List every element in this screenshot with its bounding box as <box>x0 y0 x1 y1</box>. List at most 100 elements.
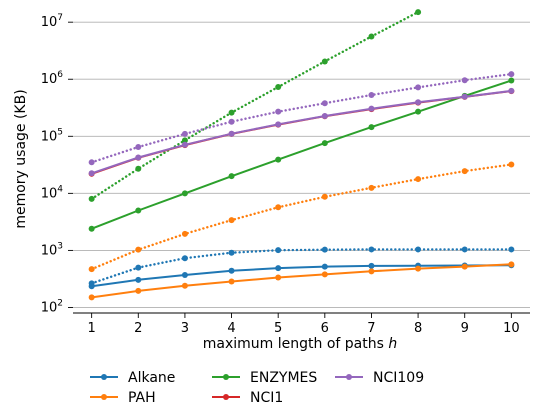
data-point-pah-solid <box>275 274 282 281</box>
data-point-alkane-solid <box>275 265 282 272</box>
data-point-pah-solid <box>228 278 235 285</box>
data-point-enzymes-solid <box>135 207 142 214</box>
data-point-nci109-solid <box>135 154 142 161</box>
data-point-enzymes-solid <box>181 190 188 197</box>
data-point-nci109-solid <box>88 170 95 177</box>
data-point-nci109-dotted <box>321 100 328 107</box>
data-point-enzymes-solid <box>415 108 422 115</box>
legend: Alkane PAH ENZYMES NCI1 NCI109 <box>90 370 424 406</box>
data-point-nci109-dotted <box>275 108 282 115</box>
data-point-nci109-dotted <box>135 143 142 150</box>
data-point-nci109-dotted <box>228 118 235 125</box>
data-point-alkane-solid <box>135 276 142 283</box>
data-point-enzymes-solid <box>228 173 235 180</box>
data-point-pah-dotted <box>368 184 375 191</box>
legend-item-alkane: Alkane <box>90 370 175 386</box>
data-point-pah-dotted <box>508 161 515 168</box>
legend-item-enzymes: ENZYMES <box>212 370 317 386</box>
data-point-alkane-dotted <box>415 246 422 253</box>
data-point-nci109-dotted <box>461 77 468 84</box>
data-point-pah-dotted <box>228 217 235 224</box>
legend-label: ENZYMES <box>250 370 317 386</box>
y-tick-label: 104 <box>41 184 64 201</box>
legend-label: NCI1 <box>250 390 283 406</box>
data-point-pah-dotted <box>461 168 468 175</box>
data-point-enzymes-solid <box>275 156 282 163</box>
y-tick-label: 102 <box>41 298 63 315</box>
data-point-alkane-dotted <box>508 246 515 253</box>
data-point-enzymes-dotted <box>275 84 282 91</box>
data-point-pah-dotted <box>275 204 282 211</box>
x-tick-label: 10 <box>503 321 520 336</box>
series-line-enzymes-solid <box>91 79 512 230</box>
x-axis-label: maximum length of paths h <box>203 336 397 352</box>
data-point-nci109-dotted <box>368 91 375 98</box>
x-tick-label: 1 <box>88 321 96 336</box>
data-point-enzymes-dotted <box>88 195 95 202</box>
x-tick-label: 5 <box>274 321 282 336</box>
x-tick-label: 2 <box>134 321 142 336</box>
data-point-pah-solid <box>181 282 188 289</box>
data-point-alkane-solid <box>181 272 188 279</box>
data-point-pah-solid <box>321 271 328 278</box>
y-tick-label: 105 <box>41 127 63 144</box>
data-point-alkane-dotted <box>275 247 282 254</box>
series-layer <box>88 9 515 301</box>
data-point-pah-dotted <box>321 193 328 200</box>
data-point-pah-solid <box>415 265 422 272</box>
data-point-enzymes-dotted <box>415 9 422 16</box>
series-line-enzymes-dotted <box>90 10 420 201</box>
series-line-nci109-dotted <box>90 72 513 164</box>
legend-item-pah: PAH <box>90 390 156 406</box>
x-tick-label: 3 <box>181 321 189 336</box>
series-line-alkane-solid <box>91 264 512 288</box>
data-point-enzymes-dotted <box>228 109 235 116</box>
y-tick-label: 106 <box>41 70 64 87</box>
data-point-enzymes-dotted <box>135 165 142 172</box>
series-line-nci1-solid <box>91 90 512 175</box>
data-point-nci109-solid <box>228 130 235 137</box>
x-tick-label: 9 <box>461 321 469 336</box>
legend-marker <box>346 374 352 380</box>
data-point-nci109-solid <box>508 87 515 94</box>
data-point-pah-solid <box>461 263 468 270</box>
data-point-nci109-dotted <box>508 71 515 78</box>
data-point-pah-dotted <box>135 246 142 253</box>
data-point-pah-dotted <box>181 230 188 237</box>
data-point-nci109-solid <box>321 112 328 119</box>
data-point-alkane-dotted <box>135 264 142 271</box>
data-point-enzymes-solid <box>368 124 375 131</box>
legend-item-nci109: NCI109 <box>335 370 424 386</box>
x-tick-label: 6 <box>321 321 329 336</box>
legend-marker <box>101 374 107 380</box>
data-point-pah-solid <box>508 261 515 268</box>
legend-label: NCI109 <box>373 370 424 386</box>
data-point-enzymes-dotted <box>321 58 328 65</box>
data-point-pah-dotted <box>88 266 95 273</box>
data-point-alkane-solid <box>228 267 235 274</box>
data-point-alkane-dotted <box>228 249 235 256</box>
legend-label: Alkane <box>128 370 175 386</box>
data-point-alkane-dotted <box>368 246 375 253</box>
data-point-alkane-dotted <box>321 246 328 253</box>
y-tick-label: 107 <box>41 13 63 30</box>
data-point-enzymes-solid <box>508 77 515 84</box>
x-tick-label: 8 <box>414 321 422 336</box>
data-point-enzymes-solid <box>88 225 95 232</box>
data-point-enzymes-solid <box>321 140 328 147</box>
data-point-pah-solid <box>368 268 375 275</box>
data-point-alkane-solid <box>321 263 328 270</box>
data-point-enzymes-dotted <box>181 137 188 144</box>
x-tick-label: 4 <box>227 321 235 336</box>
x-axis-label-variable: h <box>388 336 397 352</box>
series-line-pah-dotted <box>90 163 513 271</box>
data-point-pah-dotted <box>415 176 422 183</box>
legend-marker <box>101 394 107 400</box>
legend-label: PAH <box>128 390 156 406</box>
data-point-nci109-solid <box>415 99 422 106</box>
legend-marker <box>223 394 229 400</box>
series-line-nci109-solid <box>91 89 512 175</box>
y-tick-label: 103 <box>41 241 63 258</box>
y-axis-label: memory usage (KB) <box>13 89 29 228</box>
x-axis-label-text: maximum length of paths <box>203 336 389 352</box>
